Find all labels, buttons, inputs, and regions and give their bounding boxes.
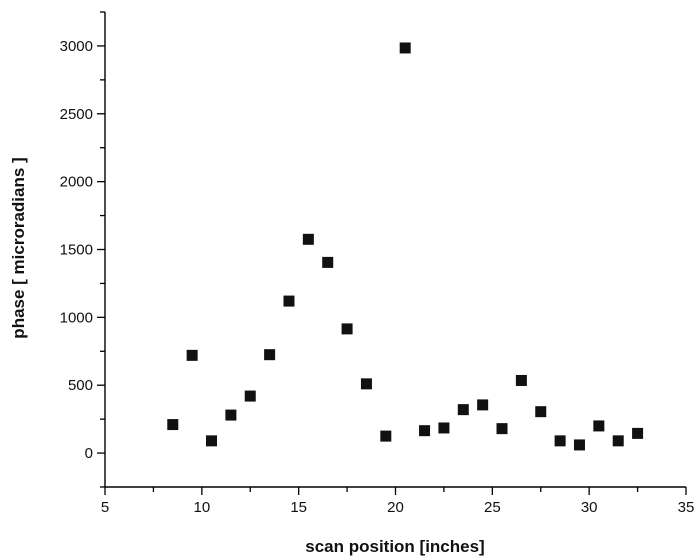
x-axis-title: scan position [inches] — [305, 537, 484, 556]
data-point — [341, 323, 353, 335]
data-point — [380, 430, 392, 442]
x-tick-label: 5 — [101, 499, 109, 516]
y-tick-label: 500 — [68, 377, 93, 394]
x-tick-label: 20 — [387, 499, 404, 516]
data-point — [360, 378, 372, 390]
data-point — [457, 404, 469, 416]
data-point — [283, 295, 295, 307]
data-point — [322, 256, 334, 268]
x-tick-label: 30 — [581, 499, 598, 516]
axes-layer — [104, 12, 686, 488]
data-point — [554, 435, 566, 447]
data-point — [302, 233, 314, 245]
data-point — [264, 349, 276, 361]
data-point — [593, 420, 605, 432]
y-tick-label: 0 — [85, 445, 93, 462]
data-point — [206, 435, 218, 447]
labels-layer: 5 10 15 20 25 30 35 0 500 1000 1500 2000 2500 3000 — [60, 38, 695, 516]
x-tick-label: 25 — [484, 499, 501, 516]
data-point — [477, 399, 489, 411]
data-point — [612, 435, 624, 447]
y-tick-label: 2500 — [60, 106, 93, 123]
x-tick-label: 10 — [193, 499, 210, 516]
data-point — [419, 425, 431, 437]
points-layer — [167, 42, 644, 451]
x-tick-label: 35 — [678, 499, 695, 516]
y-tick-label: 2000 — [60, 174, 93, 191]
data-point — [438, 422, 450, 434]
data-point — [399, 42, 411, 54]
data-point — [573, 439, 585, 451]
data-point — [535, 406, 547, 418]
x-tick-label: 15 — [290, 499, 307, 516]
y-axis-title: phase [ microradians ] — [9, 157, 28, 338]
data-point — [186, 349, 198, 361]
ticks-layer — [97, 11, 687, 495]
data-point — [244, 390, 256, 402]
data-point — [515, 374, 527, 386]
data-point — [167, 419, 179, 431]
y-tick-label: 1000 — [60, 309, 93, 326]
data-point — [225, 409, 237, 421]
data-point — [496, 423, 508, 435]
data-point — [632, 427, 644, 439]
y-tick-label: 3000 — [60, 38, 93, 55]
y-tick-label: 1500 — [60, 242, 93, 259]
